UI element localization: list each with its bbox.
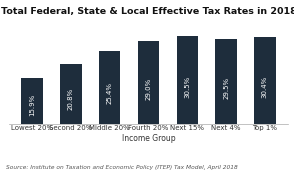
Bar bbox=[21, 78, 43, 124]
Text: 30.4%: 30.4% bbox=[262, 76, 268, 98]
Text: 25.4%: 25.4% bbox=[107, 82, 113, 104]
Text: Source: Institute on Taxation and Economic Policy (ITEP) Tax Model, April 2018: Source: Institute on Taxation and Econom… bbox=[6, 165, 238, 170]
Text: 29.5%: 29.5% bbox=[223, 77, 229, 99]
Text: 30.5%: 30.5% bbox=[184, 76, 190, 98]
Bar bbox=[177, 36, 198, 124]
Bar bbox=[60, 64, 81, 124]
Bar bbox=[254, 37, 275, 124]
Text: 20.8%: 20.8% bbox=[68, 88, 74, 110]
X-axis label: Income Group: Income Group bbox=[122, 134, 175, 143]
Text: 29.0%: 29.0% bbox=[146, 78, 151, 100]
Bar bbox=[138, 41, 159, 124]
Text: 15.9%: 15.9% bbox=[29, 94, 35, 116]
Bar bbox=[99, 51, 120, 124]
Title: Total Federal, State & Local Effective Tax Rates in 2018: Total Federal, State & Local Effective T… bbox=[1, 7, 294, 16]
Bar bbox=[216, 39, 237, 124]
